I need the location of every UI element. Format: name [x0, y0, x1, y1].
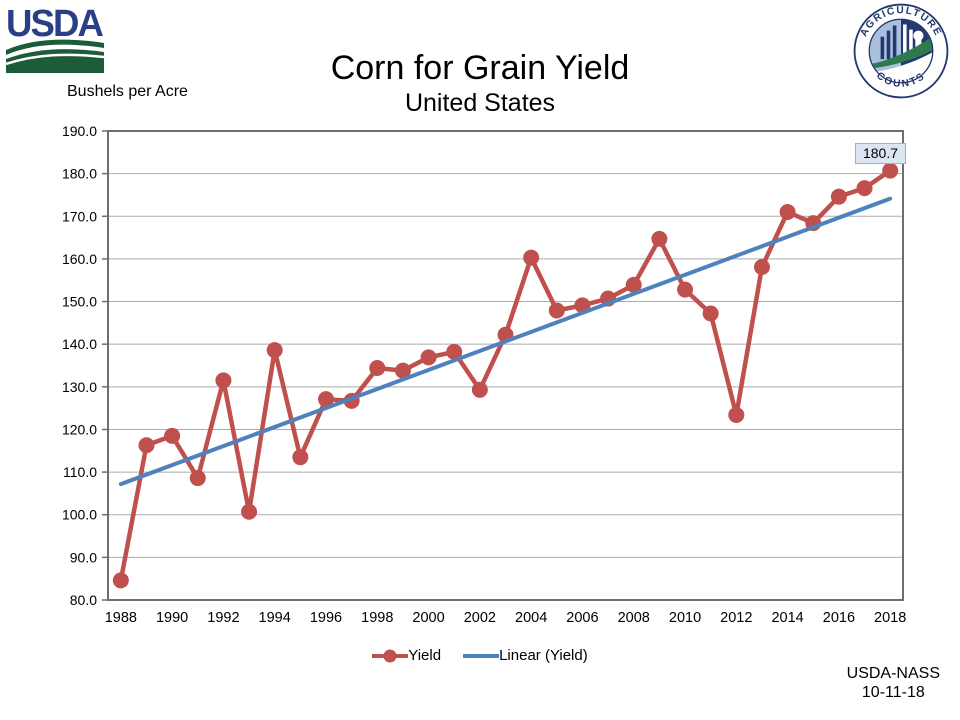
yield-marker [523, 249, 540, 266]
usda-swoosh-band [6, 39, 104, 55]
usda-logo: USDA [5, 3, 106, 75]
trend-line [118, 196, 893, 487]
yield-marker [292, 449, 309, 466]
agcounts-bar [886, 30, 891, 60]
agriculture-counts-logo: AGRICULTURE COUNTS [852, 2, 950, 100]
legend-label-linear: Linear (Yield) [499, 647, 588, 664]
y-tick-label: 150.0 [62, 294, 97, 310]
yield-marker [651, 230, 668, 247]
yield-line [118, 168, 892, 581]
x-tick-label: 1990 [156, 610, 188, 626]
agcounts-bar [903, 24, 907, 58]
y-tick-label: 100.0 [62, 507, 97, 523]
x-tick-label: 2016 [823, 610, 855, 626]
x-tick-label: 1992 [207, 610, 239, 626]
y-tick-label: 180.0 [62, 166, 97, 182]
x-tick-label: 2004 [515, 610, 547, 626]
yield-marker-swatch [383, 649, 397, 662]
yield-marker [830, 188, 847, 205]
x-tick-label: 1988 [105, 610, 137, 626]
yield-marker [446, 343, 463, 360]
x-tick-label: 2010 [669, 610, 701, 626]
y-tick-label: 160.0 [62, 251, 97, 267]
yield-marker [112, 572, 129, 589]
yield-marker [702, 305, 719, 322]
yield-marker [753, 259, 770, 276]
yield-marker [266, 342, 283, 359]
yield-marker [164, 427, 181, 444]
y-tick-label: 190.0 [62, 123, 97, 139]
yield-line-swatch [372, 649, 409, 662]
page-title: Corn for Grain Yield [330, 49, 630, 87]
y-tick-label: 120.0 [62, 421, 97, 437]
source-agency: USDA-NASS [846, 665, 940, 682]
x-tick-label: 2006 [566, 610, 598, 626]
yield-marker [369, 360, 386, 377]
usda-field-highlight [5, 53, 105, 66]
x-tick-label: 2014 [771, 610, 803, 626]
last-point-data-label: 180.7 [855, 143, 906, 164]
yield-marker [215, 372, 232, 389]
yield-marker [394, 362, 411, 379]
x-tick-label: 1996 [310, 610, 342, 626]
legend-item-linear: Linear (Yield) [463, 647, 588, 664]
yield-marker [420, 349, 437, 366]
agcounts-bar [880, 36, 885, 60]
yield-marker [189, 470, 206, 487]
yield-marker [779, 204, 796, 221]
x-tick-label: 2002 [464, 610, 496, 626]
chart-legend: Yield Linear (Yield) [0, 647, 960, 664]
usda-wordmark: USDA [6, 5, 103, 45]
yield-marker [317, 391, 334, 408]
x-tick-label: 2012 [720, 610, 752, 626]
usda-logo-graphic: USDA [5, 3, 105, 73]
source-note: USDA-NASS 10-11-18 [847, 664, 940, 702]
agcounts-bar [892, 25, 897, 60]
legend-item-yield: Yield [372, 647, 441, 664]
y-tick-label: 80.0 [70, 592, 97, 608]
agcounts-dome-base [915, 35, 922, 55]
x-tick-label: 2018 [874, 610, 906, 626]
y-tick-label: 140.0 [62, 336, 97, 352]
x-tick-label: 2000 [412, 610, 444, 626]
source-date: 10-11-18 [861, 684, 925, 701]
agcounts-bar [909, 29, 913, 58]
y-tick-label: 110.0 [63, 464, 97, 480]
y-tick-label: 130.0 [62, 379, 97, 395]
yield-marker [241, 503, 258, 520]
x-tick-label: 1998 [361, 610, 393, 626]
legend-label-yield: Yield [408, 647, 442, 664]
x-tick-label: 2008 [618, 610, 650, 626]
yield-marker [728, 406, 745, 423]
page-subtitle: United States [404, 89, 556, 117]
y-tick-label: 90.0 [70, 549, 97, 565]
yield-marker [471, 381, 488, 398]
yield-marker [625, 276, 642, 293]
yield-marker [548, 302, 565, 319]
agriculture-counts-graphic: AGRICULTURE COUNTS [853, 3, 949, 99]
yield-marker [138, 437, 155, 454]
linear-line-swatch [463, 653, 500, 658]
x-tick-label: 1994 [259, 610, 291, 626]
y-axis-title: Bushels per Acre [67, 83, 188, 100]
yield-marker [856, 180, 873, 197]
y-tick-label: 170.0 [62, 208, 97, 224]
yield-marker [882, 162, 899, 179]
plot-border [107, 130, 904, 601]
yield-marker [677, 281, 694, 298]
